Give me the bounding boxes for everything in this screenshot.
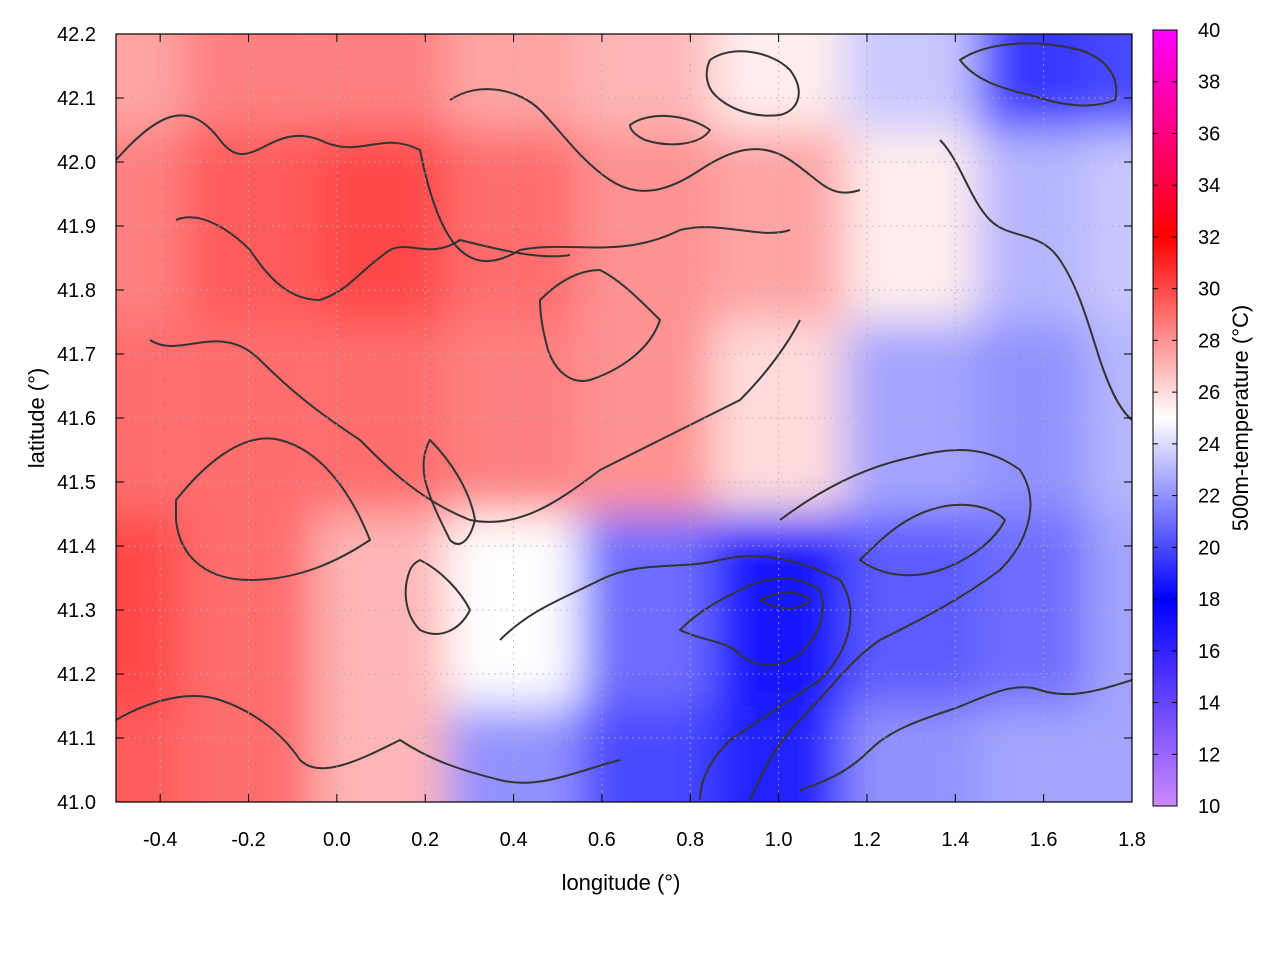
contour-line	[116, 114, 791, 263]
contour-line	[116, 695, 621, 784]
colorbar-tick-label: 34	[1198, 175, 1220, 197]
contour-line	[449, 88, 861, 194]
y-tick-label: 42.1	[57, 88, 96, 110]
x-tick-label: 0.2	[411, 829, 439, 851]
contour-line	[749, 449, 1032, 801]
colorbar: 10 12 14 16 18 20 22 24 26 28 30 32 34 36 38 40 500m-te…	[1152, 20, 1253, 818]
contour-line	[175, 437, 371, 581]
colorbar-tick-label: 20	[1198, 537, 1220, 559]
plot-area	[115, 33, 1133, 803]
y-axis-label: latitude (°)	[24, 368, 49, 469]
colorbar-label: 500m-temperature (°C)	[1228, 305, 1253, 531]
contour-line	[539, 269, 661, 382]
heatmap-cell	[314, 34, 448, 130]
heatmap-cell	[579, 706, 713, 802]
contour-line	[959, 42, 1118, 107]
y-tick-label: 41.6	[57, 408, 96, 430]
x-tick-label: -0.2	[231, 829, 265, 851]
heatmap-cell	[977, 514, 1088, 706]
y-tick-label: 41.5	[57, 472, 96, 494]
y-tick-label: 41.3	[57, 600, 96, 622]
y-axis-ticks: 41.0 41.1 41.2 41.3 41.4 41.5 41.6 41.7 41.8 41.9…	[57, 24, 1132, 814]
y-tick-label: 42.2	[57, 24, 96, 46]
colorbar-tick-label: 10	[1198, 796, 1220, 818]
x-tick-label: -0.4	[143, 829, 177, 851]
contour-line	[175, 216, 571, 301]
heatmap-cell	[1087, 34, 1132, 130]
contour-line	[859, 503, 1006, 577]
contour-line	[939, 139, 1132, 421]
y-tick-label: 41.4	[57, 536, 96, 558]
colorbar-tick-label: 12	[1198, 744, 1220, 766]
colorbar-tick-label: 38	[1198, 72, 1220, 94]
colorbar-tick-label: 16	[1198, 641, 1220, 663]
colorbar-tick-label: 26	[1198, 382, 1220, 404]
colorbar-tick-label: 40	[1198, 20, 1220, 42]
colorbar-tick-label: 22	[1198, 486, 1220, 508]
heatmap-cell	[977, 322, 1088, 514]
x-tick-label: 1.2	[853, 829, 881, 851]
heatmap-cell	[579, 34, 713, 130]
contour-line	[422, 439, 476, 545]
contour-line	[149, 319, 801, 523]
x-axis-ticks: -0.4 -0.2 0.0 0.2 0.4 0.6 0.8 1.0 1.2 1.4 1.6 1.8	[143, 34, 1146, 851]
heatmap-cell	[1087, 706, 1132, 802]
colorbar-tick-label: 28	[1198, 330, 1220, 352]
x-tick-label: 1.6	[1030, 829, 1058, 851]
colorbar-tick-label: 32	[1198, 227, 1220, 249]
x-tick-label: 1.0	[765, 829, 793, 851]
colorbar-tick-label: 24	[1198, 434, 1220, 456]
heatmap-cell	[182, 706, 315, 802]
y-tick-label: 41.0	[57, 792, 96, 814]
x-tick-label: 1.4	[941, 829, 969, 851]
contour-lines	[116, 42, 1132, 801]
colorbar-tick-label: 14	[1198, 693, 1220, 715]
contour-line	[799, 679, 1132, 791]
y-tick-label: 41.1	[57, 728, 96, 750]
x-tick-label: 0.8	[676, 829, 704, 851]
heatmap-cell	[116, 706, 183, 802]
colorbar-ticks: 10 12 14 16 18 20 22 24 26 28 30 32 34 36 38 40	[1153, 20, 1220, 818]
heatmap-cell	[116, 34, 183, 130]
colorbar-tick-label: 18	[1198, 589, 1220, 611]
heatmap-cell	[314, 706, 448, 802]
heatmap-cell	[977, 706, 1088, 802]
contour-line	[759, 591, 811, 610]
x-tick-label: 1.8	[1118, 829, 1146, 851]
contour-line	[679, 577, 824, 667]
y-tick-label: 41.7	[57, 344, 96, 366]
colorbar-tick-label: 36	[1198, 123, 1220, 145]
x-axis-label: longitude (°)	[562, 870, 681, 895]
heatmap-cell	[447, 706, 580, 802]
heatmap-cells	[116, 34, 1132, 802]
contour-line	[705, 50, 800, 117]
heatmap-cell	[844, 34, 978, 130]
y-tick-label: 42.0	[57, 152, 96, 174]
x-tick-label: 0.0	[323, 829, 351, 851]
heatmap-cell	[977, 34, 1088, 130]
colorbar-gradient	[1152, 29, 1178, 807]
contour-line	[499, 555, 852, 801]
heatmap-cell	[844, 706, 978, 802]
contour-line	[404, 559, 471, 635]
y-tick-label: 41.9	[57, 216, 96, 238]
x-tick-label: 0.4	[500, 829, 528, 851]
colorbar-tick-label: 30	[1198, 279, 1220, 301]
x-tick-label: 0.6	[588, 829, 616, 851]
y-tick-label: 41.8	[57, 280, 96, 302]
y-tick-label: 41.2	[57, 664, 96, 686]
